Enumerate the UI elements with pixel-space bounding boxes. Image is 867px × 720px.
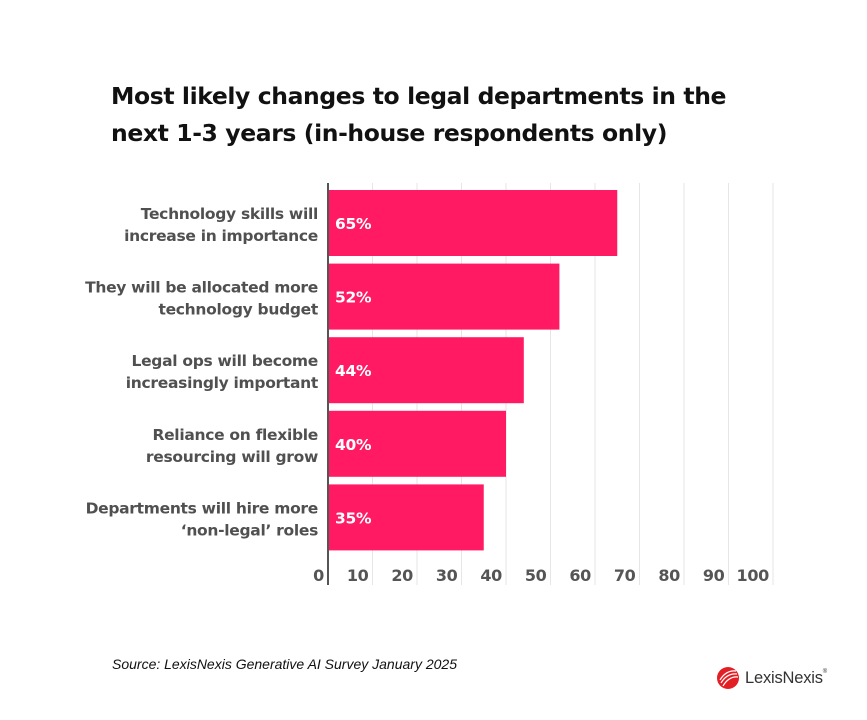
x-tick-label: 90 <box>703 566 725 585</box>
x-tick-label: 50 <box>525 566 547 585</box>
lexisnexis-logo-icon <box>717 667 739 689</box>
bar <box>328 410 506 477</box>
bars: 65% 52% 44% 40% 35% <box>328 190 618 551</box>
x-tick-label: 0 <box>313 566 324 585</box>
bar <box>328 190 618 256</box>
lexisnexis-logo: LexisNexis® <box>716 666 827 690</box>
x-tick-label: 10 <box>347 566 369 585</box>
bar <box>328 337 524 404</box>
bar-value-label: 44% <box>335 362 372 380</box>
category-label: They will be allocated more technology bu… <box>85 279 319 319</box>
x-tick-label: 100 <box>737 566 770 585</box>
source-note: Source: LexisNexis Generative AI Survey … <box>112 656 457 672</box>
x-tick-labels: 0 10 20 30 40 50 60 70 80 90 100 <box>313 566 769 585</box>
bar-value-label: 52% <box>335 289 372 307</box>
x-tick-label: 60 <box>569 566 591 585</box>
bar-value-label: 40% <box>335 436 372 454</box>
bar-value-label: 65% <box>335 215 372 233</box>
x-tick-label: 20 <box>391 566 413 585</box>
logo-text: LexisNexis® <box>745 668 828 687</box>
x-tick-label: 30 <box>436 566 458 585</box>
category-labels: Technology skills will increase in import… <box>85 205 319 539</box>
chart-title: Most likely changes to legal departments… <box>111 82 727 147</box>
bar <box>328 263 560 330</box>
category-label: Departments will hire more ‘non-legal’ ro… <box>86 499 319 539</box>
category-label: Reliance on flexible resourcing will grow <box>146 426 318 466</box>
category-label: Technology skills will increase in import… <box>124 205 318 245</box>
x-tick-label: 80 <box>658 566 680 585</box>
bar-value-label: 35% <box>335 509 372 527</box>
bar <box>328 484 484 551</box>
category-label: Legal ops will become increasingly import… <box>126 352 319 392</box>
x-tick-label: 70 <box>614 566 636 585</box>
x-tick-label: 40 <box>480 566 502 585</box>
